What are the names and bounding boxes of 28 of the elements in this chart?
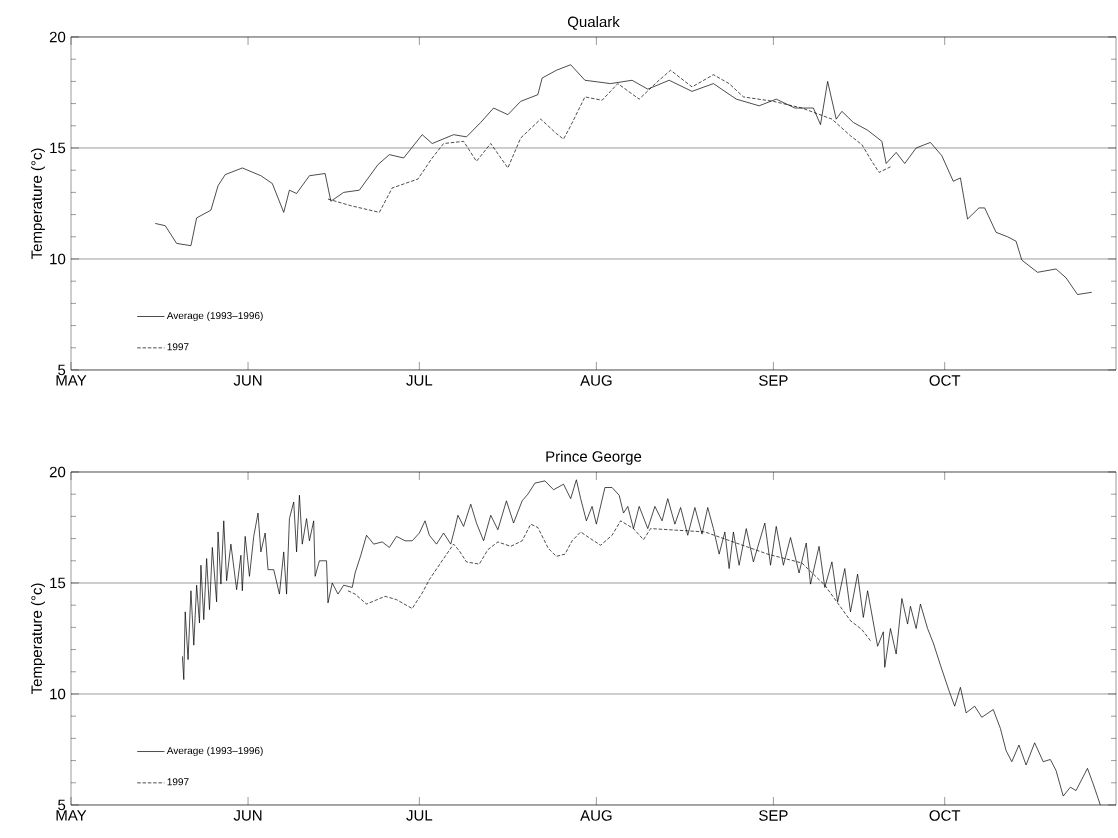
y-tick-label: 5 (58, 364, 66, 376)
y-tick-label: 5 (58, 799, 66, 811)
y-tick-label: 15 (50, 142, 66, 154)
y-axis-title: Temperature (°c) (30, 148, 45, 260)
x-tick-label: JUL (406, 375, 433, 386)
y-tick-label: 10 (50, 688, 66, 700)
x-tick-label: OCT (929, 810, 961, 821)
y-tick-label: 15 (50, 577, 66, 589)
x-tick-label: MAY (56, 810, 87, 821)
x-tick-label: OCT (929, 375, 961, 386)
x-tick-label: JUN (233, 810, 262, 821)
x-tick-label: MAY (56, 375, 87, 386)
legend-label: 1997 (167, 778, 189, 786)
x-tick-label: JUN (233, 375, 262, 386)
x-tick-label: AUG (580, 810, 612, 821)
legend-label: 1997 (167, 343, 189, 351)
legend-label: Average (1993–1996) (166, 311, 263, 322)
chart-title: Qualark (567, 16, 620, 30)
chart-title: Prince George (546, 450, 642, 465)
x-tick-label: SEP (759, 810, 788, 821)
legend-label: Average (1993–1996) (166, 746, 263, 757)
y-tick-label: 20 (49, 31, 66, 43)
x-tick-label: JUL (406, 810, 433, 821)
y-tick-label: 10 (50, 253, 66, 265)
y-axis-title: Temperature (°c) (30, 583, 45, 695)
x-tick-label: AUG (580, 375, 612, 386)
x-tick-label: SEP (759, 375, 788, 386)
y-tick-label: 20 (49, 466, 66, 478)
